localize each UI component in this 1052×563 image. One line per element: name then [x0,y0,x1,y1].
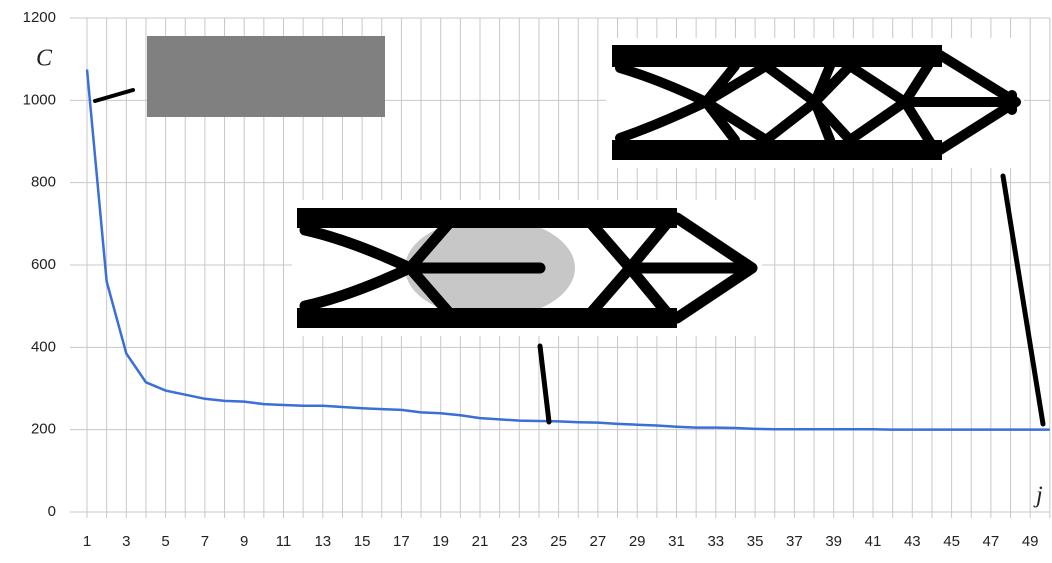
chart: C j 020040060080010001200135791113151719… [0,0,1052,558]
x-tick-label: 47 [983,533,1000,550]
x-tick-label: 31 [668,533,685,550]
x-axis-label: j [1033,483,1043,509]
y-tick-label: 1200 [23,9,56,26]
x-tick-label: 15 [354,533,371,550]
x-tick-label: 13 [314,533,331,550]
x-tick-label: 41 [865,533,882,550]
x-tick-label: 49 [1022,533,1039,550]
x-tick-label: 45 [943,533,960,550]
x-tick-label: 17 [393,533,410,550]
final-design [606,38,1024,168]
x-tick-label: 25 [550,533,567,550]
x-tick-label: 27 [590,533,607,550]
x-tick-label: 19 [432,533,449,550]
initial-design [147,36,385,117]
x-tick-label: 33 [707,533,724,550]
x-tick-label: 23 [511,533,528,550]
connector [1003,176,1043,424]
connector [95,90,133,101]
y-tick-label: 800 [31,174,56,191]
x-tick-label: 5 [161,533,169,550]
y-tick-label: 1000 [23,91,56,108]
x-tick-label: 37 [786,533,803,550]
y-tick-label: 0 [48,503,56,520]
y-tick-label: 600 [31,256,56,273]
x-tick-label: 39 [825,533,842,550]
x-tick-label: 29 [629,533,646,550]
y-tick-label: 400 [31,338,56,355]
x-tick-label: 43 [904,533,921,550]
intermediate-design [292,200,762,336]
connector [540,346,549,422]
x-tick-label: 11 [276,533,292,550]
x-tick-label: 35 [747,533,764,550]
x-tick-label: 1 [83,533,91,550]
x-tick-label: 7 [201,533,209,550]
y-axis-label: C [36,46,53,72]
y-tick-label: 200 [31,421,56,438]
x-tick-label: 21 [472,533,489,550]
x-tick-label: 3 [122,533,130,550]
x-tick-label: 9 [240,533,248,550]
